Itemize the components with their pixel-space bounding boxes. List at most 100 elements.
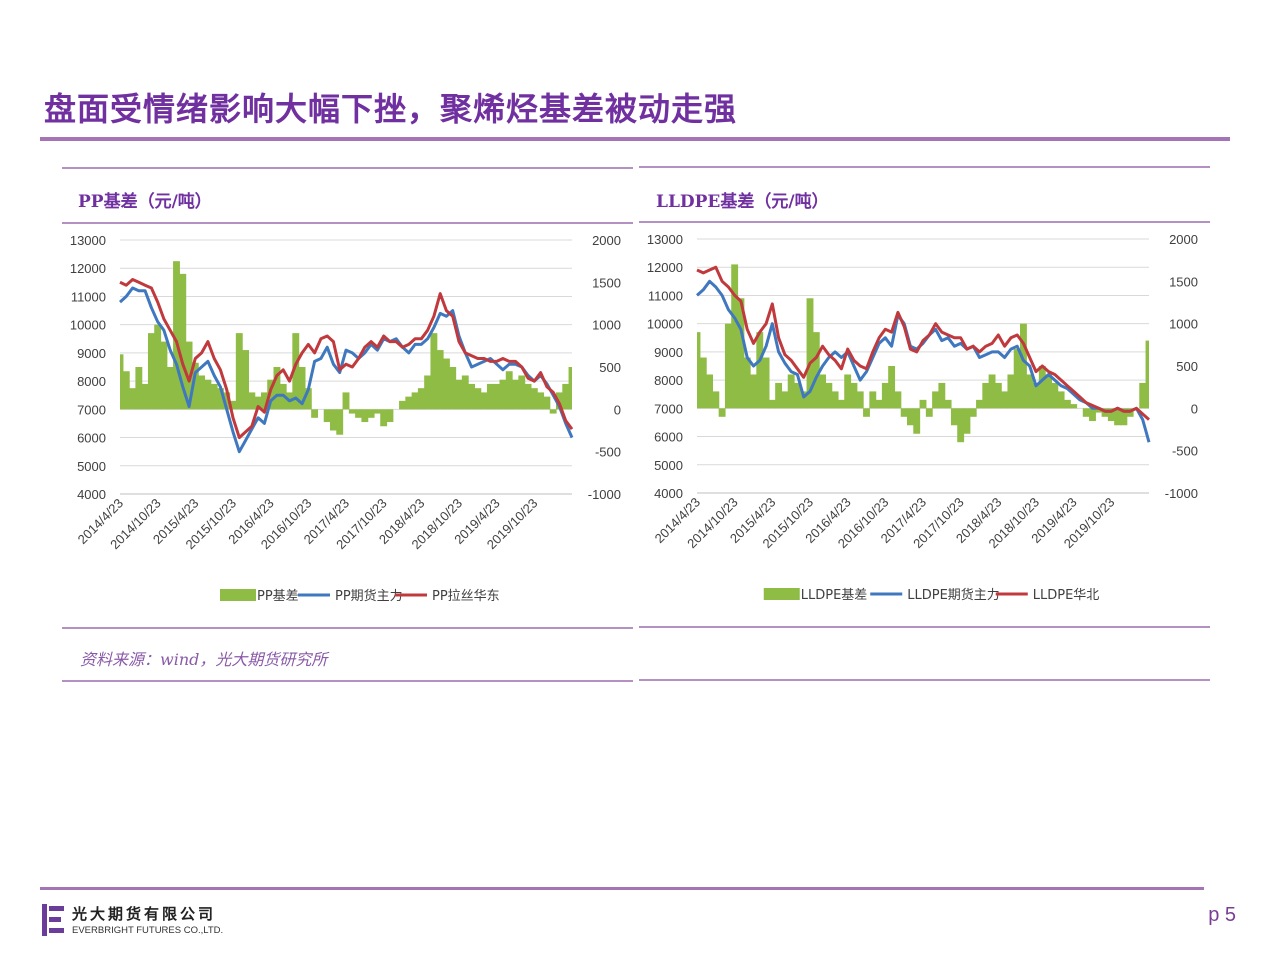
lldpe-basis-bar — [768, 399, 776, 409]
lldpe-basis-bar — [837, 399, 845, 409]
pp-basis-bar — [122, 371, 130, 410]
lldpe-left-tick-label: 8000 — [654, 373, 683, 388]
pp-basis-bar — [512, 379, 519, 410]
pp-basis-bar — [135, 367, 143, 410]
lldpe-basis-bar — [819, 374, 826, 409]
lldpe-chart-title: LLDPE基差（元/吨） — [656, 192, 829, 212]
right-panel-top-rule — [639, 166, 1210, 168]
pp-basis-bar — [298, 367, 306, 410]
pp-basis-bar — [436, 350, 444, 410]
lldpe-basis-bar — [1038, 366, 1046, 409]
right-panel-bottom-rule — [639, 626, 1210, 628]
lldpe-basis-bar — [925, 408, 933, 417]
lldpe-basis-bar — [938, 382, 946, 409]
page-number: p 5 — [1208, 904, 1236, 926]
pp-basis-bar — [549, 409, 557, 414]
pp-left-tick-label: 8000 — [77, 374, 106, 389]
lldpe-basis-bar — [1001, 391, 1009, 409]
pp-series-line-1 — [118, 286, 574, 454]
lldpe-series-line-2 — [696, 265, 1150, 421]
pp-basis-bar — [461, 375, 469, 410]
lldpe-basis-bar — [976, 399, 983, 409]
pp-basis-chart: 1300012000110001000090008000700060005000… — [70, 233, 621, 604]
lldpe-left-tick-label: 12000 — [647, 260, 683, 275]
pp-right-tick-label: 0 — [614, 402, 621, 417]
lldpe-basis-bar — [1032, 382, 1040, 409]
company-name-cn: 光大期货有限公司 — [72, 905, 217, 923]
pp-left-tick-label: 7000 — [77, 402, 106, 417]
lldpe-basis-bar — [1013, 349, 1021, 409]
lldpe-basis-bar — [756, 332, 764, 409]
pp-basis-bar — [367, 409, 375, 418]
pp-basis-bar — [474, 388, 482, 410]
lldpe-basis-bar — [1026, 374, 1034, 409]
lldpe-basis-bar — [869, 391, 877, 409]
pp-basis-bar — [166, 367, 174, 410]
lldpe-basis-bar — [1057, 391, 1065, 409]
lldpe-basis-bar — [907, 408, 914, 426]
lldpe-basis-bar — [994, 382, 1002, 409]
lldpe-basis-bar — [950, 408, 958, 426]
pp-basis-bar — [235, 333, 243, 410]
pp-basis-bar — [493, 383, 501, 410]
lldpe-basis-bar — [831, 391, 839, 409]
lldpe-basis-bar — [724, 323, 732, 409]
pp-left-tick-label: 12000 — [70, 261, 106, 276]
lldpe-basis-bar — [731, 264, 739, 409]
pp-basis-bar — [260, 392, 268, 410]
pp-right-tick-label: 1500 — [592, 275, 621, 290]
pp-basis-bar — [486, 383, 494, 410]
pp-basis-bar — [499, 379, 507, 410]
title-underline — [40, 137, 1230, 141]
lldpe-basis-bar — [919, 399, 927, 409]
pp-basis-bar — [198, 375, 206, 410]
lldpe-basis-bar — [787, 374, 795, 409]
lldpe-basis-bar — [957, 408, 965, 443]
pp-basis-bar — [273, 367, 281, 410]
pp-left-tick-label: 4000 — [77, 487, 106, 502]
lldpe-basis-bar — [800, 391, 808, 409]
lldpe-basis-bar — [762, 357, 770, 409]
pp-legend-swatch — [220, 589, 256, 601]
pp-basis-bar — [562, 383, 570, 410]
lldpe-basis-bar — [944, 399, 952, 409]
pp-basis-bar — [342, 392, 350, 410]
lldpe-basis-bar — [963, 408, 971, 434]
lldpe-basis-bar — [913, 408, 921, 434]
pp-basis-bar — [204, 379, 212, 410]
company-name-en: EVERBRIGHT FUTURES CO.,LTD. — [72, 925, 224, 936]
pp-left-tick-label: 6000 — [77, 431, 106, 446]
lldpe-left-tick-label: 10000 — [647, 317, 683, 332]
pp-basis-bar — [530, 388, 538, 410]
pp-basis-bar — [455, 379, 463, 410]
lldpe-basis-bar — [743, 357, 751, 409]
pp-basis-bar — [411, 392, 419, 410]
pp-basis-bar — [424, 375, 432, 410]
pp-basis-bar — [248, 392, 256, 410]
lldpe-basis-bar — [1114, 408, 1122, 426]
lldpe-basis-bar — [1063, 399, 1071, 409]
lldpe-legend-label: LLDPE基差 — [801, 588, 868, 603]
lldpe-basis-bar — [697, 332, 701, 409]
pp-basis-bar — [154, 324, 162, 410]
pp-right-tick-label: 2000 — [592, 233, 621, 248]
pp-basis-bar — [336, 409, 344, 435]
lldpe-basis-bar — [888, 366, 896, 409]
footer-rule — [40, 887, 1204, 890]
lldpe-basis-bar — [863, 408, 870, 417]
lldpe-right-tick-label: 1000 — [1169, 317, 1198, 332]
pp-basis-bar — [417, 388, 425, 410]
left-panel-title-rule — [62, 222, 633, 224]
lldpe-basis-bar — [932, 391, 939, 409]
lldpe-basis-bar — [1070, 404, 1078, 409]
lldpe-basis-bar — [737, 298, 745, 409]
lldpe-basis-bar — [1082, 408, 1090, 417]
lldpe-basis-bar — [1020, 323, 1027, 409]
pp-basis-bar — [468, 383, 475, 410]
lldpe-basis-bar — [775, 382, 783, 409]
pp-basis-bar — [254, 396, 262, 410]
lldpe-basis-bar — [894, 391, 902, 409]
pp-basis-bar — [242, 350, 249, 410]
lldpe-basis-bar — [781, 391, 789, 409]
lldpe-basis-bar — [806, 298, 814, 409]
